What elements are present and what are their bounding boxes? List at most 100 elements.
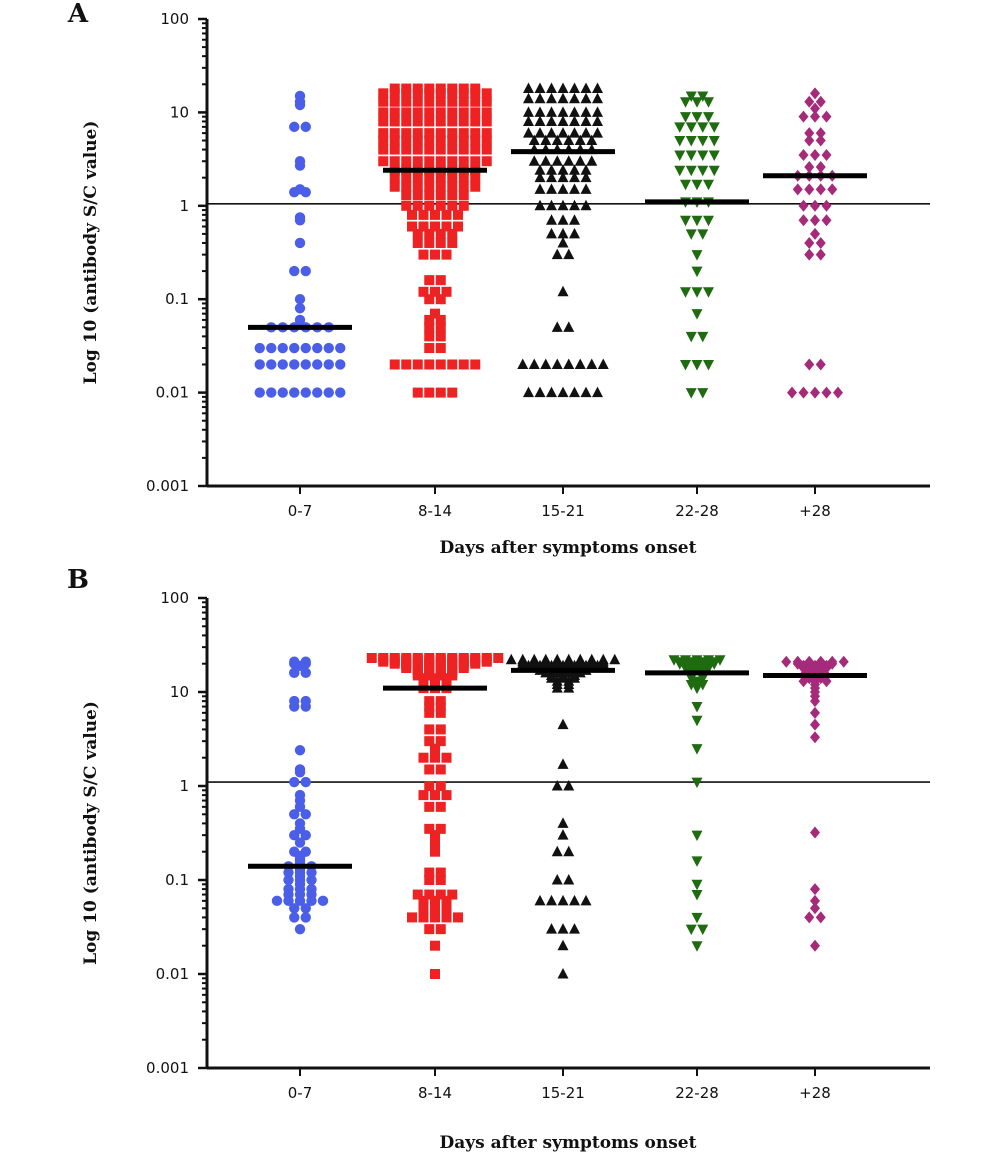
- data-point: [424, 359, 435, 370]
- data-point: [810, 706, 820, 719]
- data-point: [546, 923, 557, 934]
- y-tick-label: 0.1: [165, 871, 189, 889]
- data-point: [418, 221, 429, 232]
- data-point: [798, 386, 809, 399]
- data-point: [557, 164, 569, 175]
- data-point: [551, 780, 563, 791]
- data-point: [821, 386, 832, 399]
- data-point: [424, 275, 435, 286]
- data-point: [441, 903, 452, 914]
- data-point: [424, 823, 435, 834]
- data-point: [424, 294, 435, 305]
- data-point: [435, 190, 446, 201]
- data-point: [685, 388, 697, 399]
- data-point: [810, 227, 820, 240]
- data-point: [277, 387, 288, 398]
- data-point: [685, 673, 697, 685]
- data-point: [470, 96, 481, 107]
- data-point: [691, 266, 703, 278]
- data-point: [430, 846, 440, 857]
- data-point: [266, 387, 277, 398]
- data-point: [453, 912, 463, 923]
- data-point: [401, 359, 412, 370]
- data-point: [435, 96, 446, 107]
- data-point: [563, 134, 575, 146]
- data-point: [435, 701, 446, 712]
- data-point: [815, 358, 826, 371]
- data-point: [435, 696, 446, 707]
- data-point: [447, 135, 458, 146]
- data-point: [458, 200, 469, 211]
- y-tick-label: 0.01: [156, 384, 189, 402]
- data-point: [703, 112, 714, 123]
- data-point: [810, 148, 820, 161]
- data-point: [680, 97, 691, 108]
- data-point: [804, 95, 815, 108]
- data-point: [289, 829, 300, 841]
- data-point: [470, 181, 481, 192]
- data-point: [680, 112, 691, 123]
- data-point: [412, 359, 423, 370]
- data-point: [691, 777, 703, 789]
- data-point: [534, 386, 546, 398]
- data-point: [335, 359, 346, 370]
- data-point: [447, 107, 458, 118]
- data-point: [300, 387, 311, 398]
- data-point: [300, 809, 311, 820]
- data-point: [424, 670, 435, 681]
- data-point: [294, 237, 306, 249]
- data-point: [447, 889, 458, 900]
- data-point: [435, 228, 446, 239]
- data-point: [300, 342, 311, 354]
- data-point: [254, 387, 265, 398]
- data-point: [470, 172, 481, 183]
- data-point: [691, 830, 703, 842]
- data-point: [441, 209, 452, 220]
- data-point: [430, 969, 440, 979]
- data-point: [697, 165, 709, 177]
- data-point: [569, 106, 580, 117]
- data-point: [430, 830, 440, 841]
- data-point: [447, 156, 458, 167]
- data-point: [435, 736, 446, 747]
- data-point: [294, 215, 306, 226]
- data-point: [407, 221, 417, 232]
- data-point: [481, 107, 492, 118]
- y-axis-title: Log 10 (antibody S/C value): [81, 701, 101, 965]
- data-point: [401, 181, 412, 192]
- data-point: [306, 867, 317, 878]
- data-point: [691, 941, 703, 952]
- data-point: [551, 682, 563, 693]
- data-point: [691, 702, 703, 713]
- data-point: [283, 895, 294, 907]
- x-tick-label: 22-28: [675, 502, 719, 520]
- data-point: [300, 912, 311, 923]
- data-point: [407, 912, 417, 923]
- data-point: [810, 102, 820, 115]
- data-point: [312, 342, 323, 354]
- data-point: [418, 790, 429, 801]
- data-point: [441, 286, 452, 297]
- data-point: [294, 314, 306, 326]
- data-point: [703, 179, 714, 191]
- data-point: [592, 127, 603, 138]
- data-point: [254, 359, 265, 370]
- data-point: [580, 82, 592, 94]
- data-point: [557, 82, 569, 94]
- data-point: [586, 155, 598, 166]
- data-point: [505, 653, 517, 665]
- data-point: [424, 322, 435, 333]
- data-point: [534, 82, 546, 94]
- data-point: [424, 96, 435, 107]
- data-point: [810, 214, 820, 227]
- data-point: [798, 675, 809, 688]
- data-point: [703, 287, 714, 298]
- data-point: [435, 781, 446, 791]
- x-tick-label: 0-7: [288, 1084, 313, 1102]
- data-point: [430, 837, 440, 848]
- data-point: [447, 359, 458, 370]
- data-point: [546, 214, 557, 225]
- data-point: [586, 134, 598, 146]
- data-point: [458, 190, 469, 201]
- data-point: [481, 128, 492, 139]
